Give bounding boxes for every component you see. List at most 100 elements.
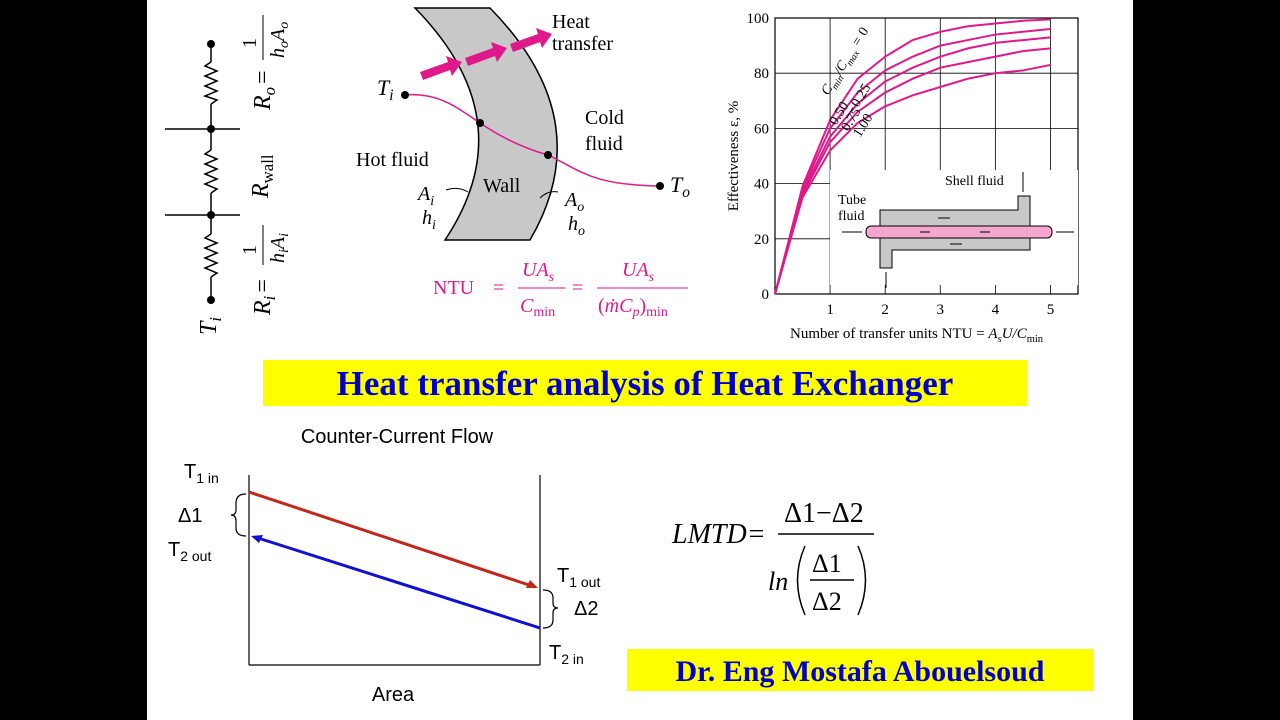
symbol: T xyxy=(670,172,684,197)
denominator: (ṁCp)min xyxy=(598,295,668,320)
wall-shape xyxy=(413,7,558,241)
author: Dr. Eng Mostafa Abouelsoud xyxy=(676,655,1045,688)
denominator: hiAi xyxy=(267,233,292,263)
ao-label: Ao xyxy=(563,189,584,215)
text: Number of transfer units NTU = xyxy=(790,326,988,342)
subscript: o xyxy=(277,41,292,48)
subscript: i xyxy=(277,249,292,253)
line: fluid xyxy=(585,133,623,155)
lmtd-formula: LMTD= Δ1−Δ2 ln Δ1 Δ2 xyxy=(671,498,874,616)
t1out-label: T1 out xyxy=(557,565,600,590)
subscript: i xyxy=(277,233,292,237)
symbol: T xyxy=(377,75,391,100)
equals: = xyxy=(250,70,276,84)
subscript: i xyxy=(260,295,279,300)
symbol: R xyxy=(248,183,274,199)
numerator: UAs xyxy=(622,259,655,285)
x-tick-label: 3 xyxy=(937,302,945,318)
paren: ) xyxy=(639,295,646,317)
author-background xyxy=(627,649,1094,691)
heat-transfer-label: Heat transfer xyxy=(552,11,613,55)
equals: = xyxy=(493,277,504,299)
subscript: min xyxy=(1027,334,1044,345)
effectiveness-curve xyxy=(774,18,1051,295)
paren: ( xyxy=(598,295,605,317)
subscript: 1 in xyxy=(196,470,219,486)
shell-fluid-label: Shell fluid xyxy=(945,174,1004,189)
y-tick-label: 20 xyxy=(754,232,769,248)
x-tick-label: 5 xyxy=(1047,302,1055,318)
subscript: min xyxy=(533,305,555,320)
symbol: = xyxy=(847,31,868,53)
symbol: UA xyxy=(522,259,549,281)
effectiveness-curve xyxy=(774,63,1051,295)
symbol: h xyxy=(267,48,289,58)
y-tick-label: 40 xyxy=(754,177,769,193)
t2in-label: T2 in xyxy=(549,642,584,667)
rwall-label: Rwall xyxy=(248,154,277,199)
ri-formula: Ri= 1 hiAi xyxy=(239,225,292,316)
shell-tube-inset: Shell fluid Tube fluid xyxy=(830,170,1078,288)
numerator: 1 xyxy=(239,245,261,255)
x-tick-label: 1 xyxy=(826,302,834,318)
subscript: wall xyxy=(258,154,277,183)
temperature-profile xyxy=(404,93,661,187)
y-tick-label: 80 xyxy=(754,66,769,82)
lmtd-ln: ln xyxy=(768,567,788,596)
subscript: s xyxy=(998,334,1002,345)
equals: = xyxy=(250,279,276,293)
inner-numerator: Δ1 xyxy=(812,549,842,578)
y-tick-label: 100 xyxy=(747,11,770,27)
subscript: o xyxy=(260,87,279,95)
lmtd-lhs: LMTD= xyxy=(671,519,766,550)
denominator: Cmin xyxy=(520,295,555,320)
symbol: C xyxy=(520,295,534,317)
lmtd-numerator: Δ1−Δ2 xyxy=(784,498,864,529)
y-tick-label: 0 xyxy=(762,287,770,303)
wall-label: Wall xyxy=(483,175,521,197)
hi-label: hi xyxy=(422,207,436,233)
line: Heat xyxy=(552,11,590,33)
symbol: A xyxy=(563,189,578,211)
ti-label: Ti xyxy=(196,317,225,335)
line: Cold xyxy=(585,107,624,129)
line: transfer xyxy=(552,33,613,55)
numerator: 1 xyxy=(239,38,261,48)
subscript: i xyxy=(430,194,434,209)
effectiveness-curve xyxy=(774,47,1051,295)
ai-label: Ai xyxy=(416,183,434,209)
y-tick-label: 60 xyxy=(754,121,769,137)
subscript: o xyxy=(277,22,292,29)
subscript: o xyxy=(577,200,584,215)
tube-fluid-label: Tube fluid xyxy=(838,193,866,224)
subscript: s xyxy=(649,270,655,285)
equals: = xyxy=(572,277,583,299)
y-axis-label: Effectiveness ε, % xyxy=(726,101,742,212)
arrowhead xyxy=(251,535,263,543)
ri-text: Ri = xyxy=(250,279,279,316)
symbol: T xyxy=(557,565,569,587)
line: Tube xyxy=(838,193,866,208)
subscript: s xyxy=(549,270,555,285)
arrowhead xyxy=(526,580,538,588)
subscript: min xyxy=(646,305,668,320)
symbol: A xyxy=(267,28,289,43)
subscript: o xyxy=(682,184,690,201)
subscript: 2 in xyxy=(561,651,584,667)
network-nodes xyxy=(207,40,215,304)
flow-axes xyxy=(230,475,559,666)
to-label: To xyxy=(670,172,690,201)
symbol: R xyxy=(250,95,276,111)
ntu-formula: NTU = UAs Cmin = UAs (ṁCp)min xyxy=(433,259,688,320)
subscript: 1 out xyxy=(569,574,600,590)
t1in-label: T1 in xyxy=(184,461,219,486)
symbol: A xyxy=(267,236,289,251)
effectiveness-curve xyxy=(774,36,1051,295)
symbol: T xyxy=(184,461,196,483)
flow-arrows xyxy=(842,172,1074,288)
area-label: Area xyxy=(372,684,415,706)
ntu: NTU xyxy=(433,277,475,299)
t2out-label: T2 out xyxy=(168,539,211,564)
